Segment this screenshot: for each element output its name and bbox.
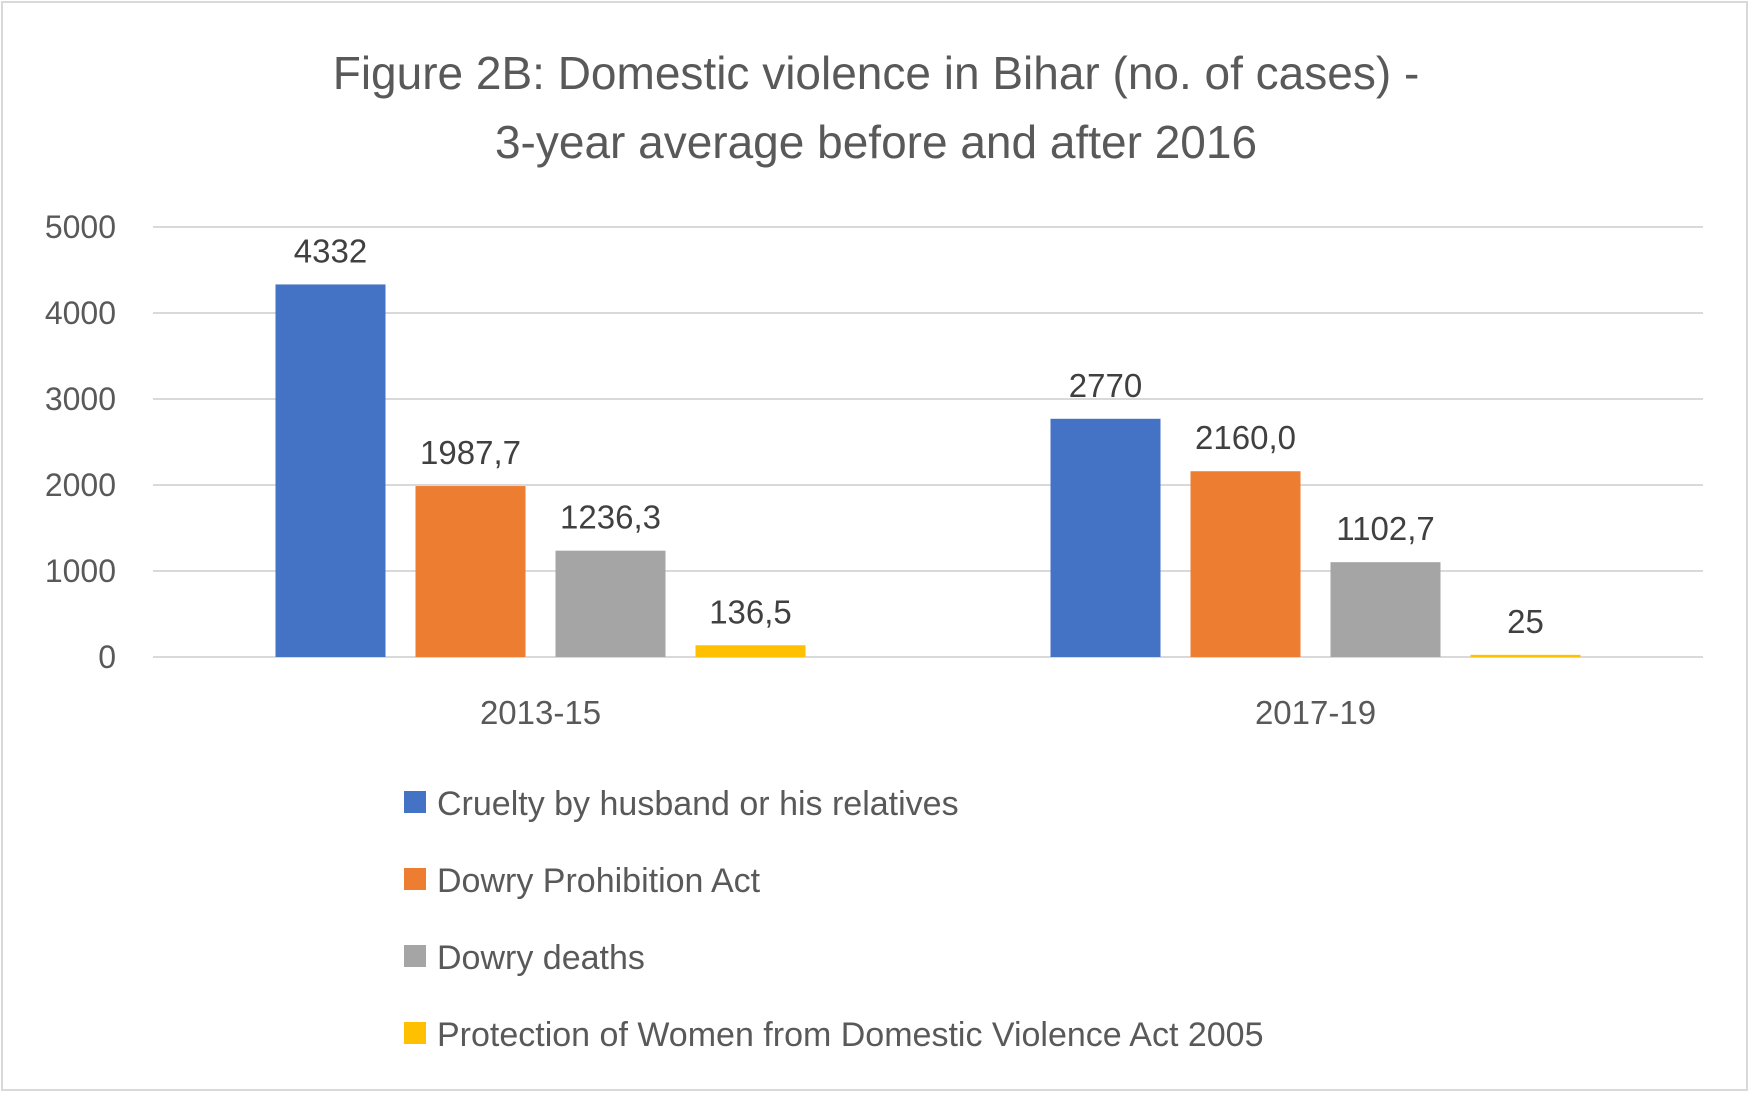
- chart-title-line-1: Figure 2B: Domestic violence in Bihar (n…: [333, 47, 1420, 99]
- data-label: 1987,7: [420, 434, 521, 471]
- y-tick-label: 3000: [45, 381, 116, 417]
- y-tick-label: 2000: [45, 467, 116, 503]
- legend-label: Cruelty by husband or his relatives: [437, 785, 959, 823]
- legend-item: Dowry Prohibition Act: [404, 862, 761, 900]
- legend-swatch: [404, 791, 426, 813]
- bar: [415, 486, 526, 657]
- x-axis-categories: 2013-15 2017-19: [480, 694, 1376, 731]
- bars: [275, 284, 1581, 657]
- data-label: 136,5: [709, 593, 792, 630]
- y-tick-label: 5000: [45, 209, 116, 245]
- x-category-label: 2013-15: [480, 694, 601, 731]
- y-tick-label: 1000: [45, 553, 116, 589]
- data-label: 1236,3: [560, 499, 661, 536]
- legend-label: Dowry Prohibition Act: [437, 862, 761, 900]
- bar: [555, 550, 666, 657]
- legend-swatch: [404, 945, 426, 967]
- bar: [275, 284, 386, 657]
- legend-item: Dowry deaths: [404, 939, 645, 977]
- y-tick-label: 4000: [45, 295, 116, 331]
- legend-item: Protection of Women from Domestic Violen…: [404, 1016, 1263, 1054]
- bar: [1330, 562, 1441, 657]
- bar: [1470, 654, 1581, 657]
- chart-title: Figure 2B: Domestic violence in Bihar (n…: [333, 47, 1420, 168]
- data-label: 4332: [294, 232, 367, 269]
- data-label: 2160,0: [1195, 419, 1296, 456]
- chart-title-line-2: 3-year average before and after 2016: [495, 116, 1257, 168]
- legend-swatch: [404, 1022, 426, 1044]
- x-category-label: 2017-19: [1255, 694, 1376, 731]
- data-label: 25: [1507, 603, 1544, 640]
- data-label: 1102,7: [1336, 510, 1434, 547]
- data-label: 2770: [1069, 367, 1142, 404]
- legend-label: Dowry deaths: [437, 939, 645, 977]
- bar-chart: Figure 2B: Domestic violence in Bihar (n…: [45, 47, 1703, 1054]
- bar: [1190, 471, 1301, 657]
- y-tick-label: 0: [98, 639, 116, 675]
- legend-swatch: [404, 868, 426, 890]
- bar: [1050, 418, 1161, 657]
- legend-item: Cruelty by husband or his relatives: [404, 785, 959, 823]
- data-labels: 4332 1987,7 1236,3 136,5 2770 2160,0 1102,7 25: [294, 232, 1544, 639]
- legend: Cruelty by husband or his relatives Dowry…: [404, 785, 1263, 1054]
- gridlines: [153, 226, 1703, 658]
- legend-label: Protection of Women from Domestic Violen…: [437, 1016, 1263, 1054]
- bar: [695, 645, 806, 657]
- y-axis-ticks: 0 1000 2000 3000 4000 5000: [45, 209, 116, 675]
